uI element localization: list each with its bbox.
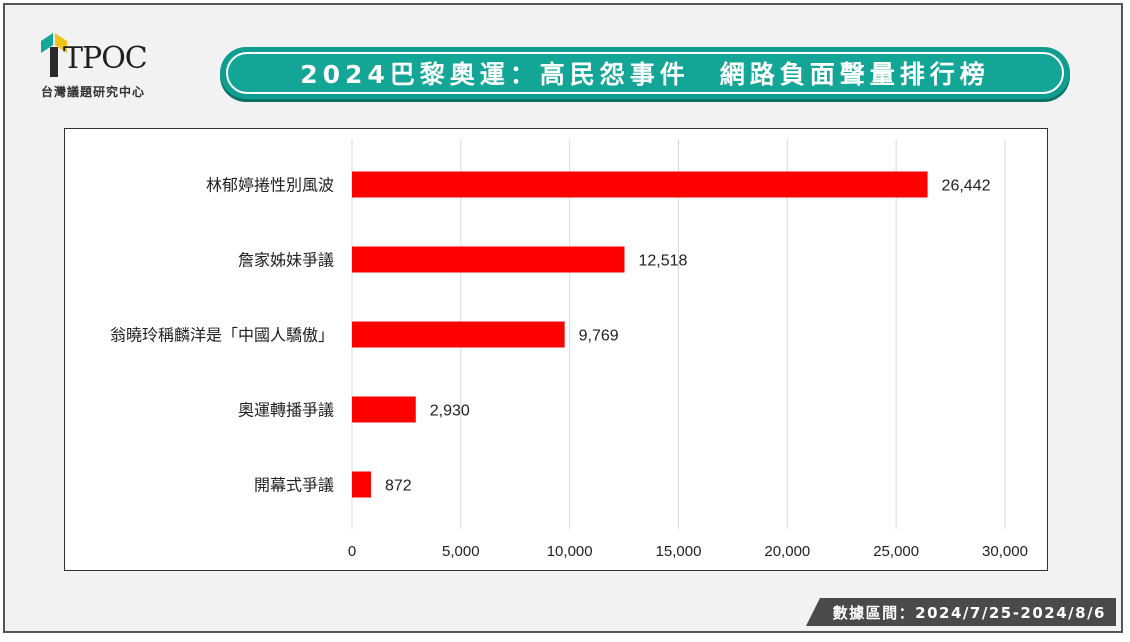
footer-background [806, 598, 1116, 626]
category-label: 林郁婷捲性別風波 [206, 176, 334, 195]
footer-date-range: 數據區間：2024/7/25-2024/8/6 [806, 598, 1116, 626]
tpoc-logo: TPOC 台灣議題研究中心 [39, 31, 189, 101]
bar [352, 246, 625, 273]
data-label: 872 [385, 478, 412, 495]
data-label: 12,518 [638, 253, 687, 270]
category-label: 開幕式爭議 [254, 476, 334, 495]
data-label: 9,769 [579, 328, 619, 345]
title-banner-inner: 2024巴黎奧運：高民怨事件 網路負面聲量排行榜 [226, 52, 1064, 94]
bar [352, 321, 565, 348]
logo-name: TPOC [63, 41, 148, 76]
category-label: 奧運轉播爭議 [238, 401, 334, 420]
title-banner: 2024巴黎奧運：高民怨事件 網路負面聲量排行榜 [220, 47, 1070, 99]
x-tick-label: 25,000 [873, 543, 919, 560]
bar [352, 471, 371, 498]
page-title: 2024巴黎奧運：高民怨事件 網路負面聲量排行榜 [300, 60, 990, 89]
data-label: 2,930 [430, 403, 470, 420]
x-tick-label: 15,000 [656, 543, 702, 560]
x-tick-label: 10,000 [547, 543, 593, 560]
x-tick-label: 30,000 [982, 543, 1028, 560]
logo-mark-icon [41, 33, 67, 77]
category-label: 詹家姊妹爭議 [238, 251, 334, 270]
bar-chart: 0 5,000 10,000 15,000 20,000 25,000 30,000 林郁婷捲… [110, 139, 1028, 560]
data-label: 26,442 [942, 178, 991, 195]
x-tick-label: 20,000 [764, 543, 810, 560]
slide-frame: TPOC 台灣議題研究中心 2024巴黎奧運：高民怨事件 網路負面聲量排行榜 0… [3, 3, 1123, 633]
bar [352, 396, 416, 423]
date-range-label: 數據區間：2024/7/25-2024/8/6 [832, 604, 1106, 622]
bar [352, 171, 928, 198]
logo-subtitle: 台灣議題研究中心 [41, 85, 146, 99]
category-label: 翁曉玲稱麟洋是「中國人驕傲」 [110, 326, 334, 345]
x-tick-label: 0 [348, 543, 356, 560]
chart-panel: 0 5,000 10,000 15,000 20,000 25,000 30,000 林郁婷捲… [64, 128, 1048, 571]
x-tick-label: 5,000 [442, 543, 480, 560]
